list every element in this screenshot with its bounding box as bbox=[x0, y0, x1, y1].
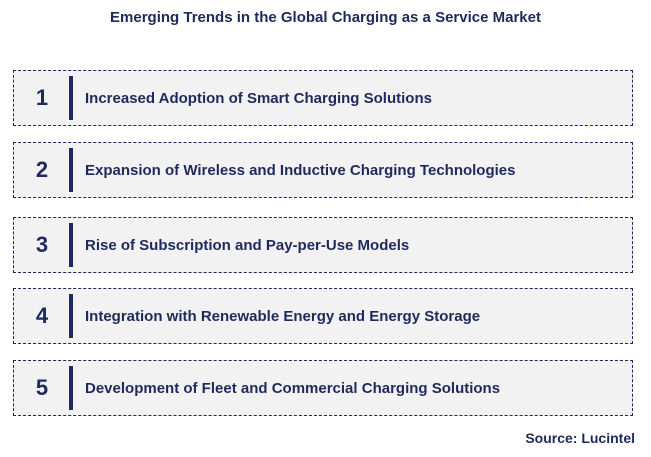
trend-row-2: 2 Expansion of Wireless and Inductive Ch… bbox=[13, 142, 633, 198]
trend-row-3: 3 Rise of Subscription and Pay-per-Use M… bbox=[13, 217, 633, 273]
trend-row-4: 4 Integration with Renewable Energy and … bbox=[13, 288, 633, 344]
trend-number: 2 bbox=[35, 157, 49, 182]
diagram-title: Emerging Trends in the Global Charging a… bbox=[110, 9, 541, 26]
source-note: Source: Lucintel bbox=[525, 430, 635, 446]
trend-divider bbox=[69, 366, 73, 410]
trend-row-1: 1 Increased Adoption of Smart Charging S… bbox=[13, 70, 633, 126]
trend-label: Expansion of Wireless and Inductive Char… bbox=[85, 161, 516, 179]
trend-number: 4 bbox=[35, 303, 49, 328]
trend-divider bbox=[69, 76, 73, 120]
trend-number: 5 bbox=[35, 375, 49, 400]
trend-divider bbox=[69, 148, 73, 192]
trend-number: 3 bbox=[35, 232, 49, 257]
trend-divider bbox=[69, 223, 73, 267]
trend-label: Integration with Renewable Energy and En… bbox=[85, 307, 481, 325]
trend-number: 1 bbox=[35, 85, 49, 110]
trend-divider bbox=[69, 294, 73, 338]
trend-label: Development of Fleet and Commercial Char… bbox=[85, 379, 501, 397]
trend-label: Increased Adoption of Smart Charging Sol… bbox=[85, 89, 432, 107]
trend-label: Rise of Subscription and Pay-per-Use Mod… bbox=[85, 236, 410, 254]
trend-row-5: 5 Development of Fleet and Commercial Ch… bbox=[13, 360, 633, 416]
